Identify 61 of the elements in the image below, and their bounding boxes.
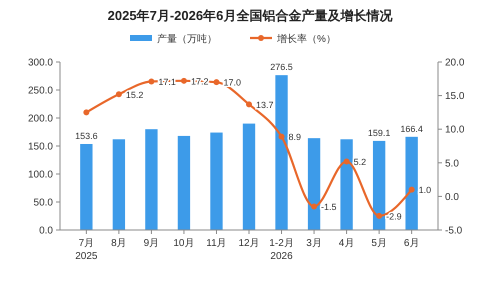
- data-label: 13.7: [256, 100, 274, 110]
- point: [408, 186, 415, 193]
- point: [246, 101, 252, 108]
- point: [376, 212, 382, 219]
- y2-tick-label: 0.0: [445, 192, 460, 203]
- y-tick-label: 300.0: [28, 58, 54, 68]
- x-tick-label: 10月: [173, 238, 194, 249]
- bar: [210, 132, 223, 230]
- bar: [275, 75, 288, 230]
- x-tick-label: 5月: [371, 238, 387, 249]
- y-tick-label: 100.0: [28, 170, 54, 180]
- x-tick-label: 7月 2025: [75, 238, 98, 262]
- bar: [145, 129, 158, 230]
- point: [180, 78, 187, 84]
- bar: [112, 139, 126, 230]
- y-tick-label: 0.0: [39, 226, 54, 236]
- chart-title: 2025年7月-2026年6月全国铝合金产量及增长情况: [108, 8, 394, 23]
- x-tick-label: 8月: [111, 238, 127, 249]
- y2-tick-label: 5.0: [445, 158, 460, 170]
- data-label: 8.9: [288, 132, 302, 142]
- x-tick-label: 1-2月 2026: [269, 238, 294, 262]
- data-label: 159.1: [368, 128, 390, 138]
- legend-label: 产量（万吨）: [157, 33, 217, 45]
- legend-label: 增长率（%）: [276, 33, 336, 45]
- bar: [80, 144, 93, 230]
- data-label: 17.0: [223, 78, 241, 88]
- y-tick-label: 150.0: [28, 142, 54, 152]
- data-label: -1.5: [321, 202, 337, 212]
- y2-tick-label: -5.0: [445, 226, 463, 236]
- point: [116, 91, 122, 98]
- data-label: 276.5: [270, 62, 293, 72]
- point: [311, 203, 318, 210]
- y2-tick-label: 15.0: [445, 91, 465, 102]
- point: [344, 158, 350, 164]
- bar: [308, 138, 320, 230]
- x-tick-label: 9月: [144, 238, 160, 249]
- data-label: 15.2: [126, 90, 144, 100]
- y-tick-label: 50.0: [34, 198, 54, 208]
- bar: [242, 124, 256, 230]
- bar: [405, 136, 418, 230]
- data-label: -2.9: [386, 211, 402, 222]
- y-tick-label: 200.0: [28, 114, 54, 124]
- data-label: 153.6: [75, 130, 98, 141]
- y2-tick-label: 20.0: [445, 58, 465, 68]
- x-tick-label: 3月: [306, 238, 322, 249]
- x-tick-label: 6月: [404, 238, 420, 249]
- y2-tick-label: 10.0: [445, 124, 465, 136]
- bar: [372, 140, 386, 230]
- bar: [340, 139, 353, 230]
- data-label: 166.4: [400, 124, 423, 134]
- bar: [178, 136, 190, 230]
- data-label: 5.2: [354, 156, 366, 167]
- y-tick-label: 250.0: [28, 86, 54, 96]
- point: [148, 78, 154, 84]
- point: [213, 79, 220, 86]
- x-tick-label: 4月: [338, 238, 354, 249]
- data-label: 1.0: [418, 185, 432, 196]
- point: [83, 109, 90, 116]
- point: [278, 134, 285, 140]
- x-tick-label: 12月: [238, 238, 260, 249]
- x-tick-label: 11月: [206, 238, 227, 249]
